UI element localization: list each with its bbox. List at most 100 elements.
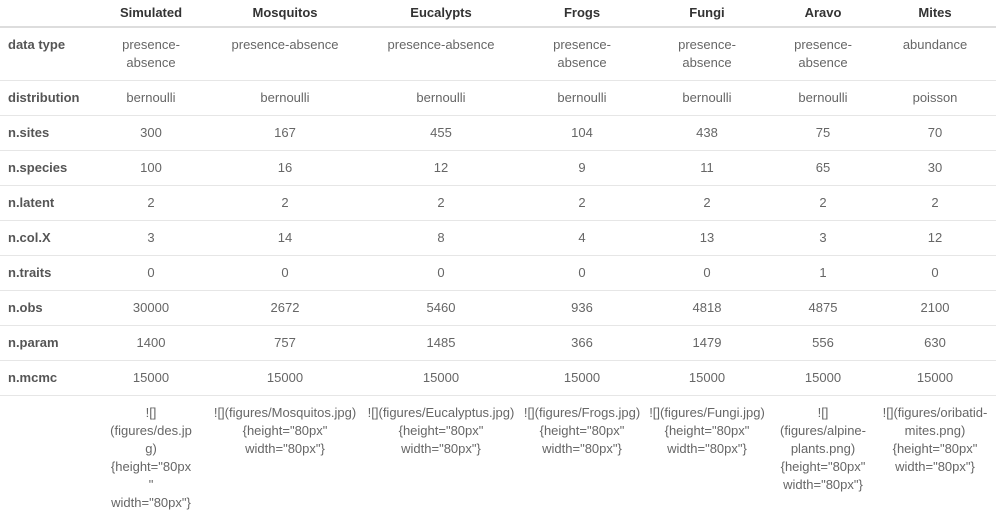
- figure-markdown-cell: ![](figures/Eucalyptus.jpg){height="80px…: [360, 396, 522, 520]
- row-label: n.param: [0, 326, 92, 361]
- table-cell: 4: [522, 221, 642, 256]
- figure-markdown-cell: ![](figures/alpine-plants.png){height="8…: [772, 396, 874, 520]
- table-row: n.species 100 16 12 9 11 65 30: [0, 151, 996, 186]
- table-cell: 104: [522, 116, 642, 151]
- table-cell: bernoulli: [642, 81, 772, 116]
- table-cell: 0: [522, 256, 642, 291]
- table-cell: 75: [772, 116, 874, 151]
- table-cell: 0: [92, 256, 210, 291]
- table-cell: poisson: [874, 81, 996, 116]
- table-cell: 11: [642, 151, 772, 186]
- table-cell: 300: [92, 116, 210, 151]
- table-cell: presence-absence: [522, 27, 642, 81]
- table-cell: 15000: [360, 361, 522, 396]
- header-mites: Mites: [874, 0, 996, 27]
- table-row: n.sites 300 167 455 104 438 75 70: [0, 116, 996, 151]
- table-cell: 14: [210, 221, 360, 256]
- table-cell: 15000: [642, 361, 772, 396]
- figure-markdown-cell: ![](figures/Mosquitos.jpg){height="80px"…: [210, 396, 360, 520]
- table-cell: 2: [874, 186, 996, 221]
- table-cell: 630: [874, 326, 996, 361]
- row-label: [0, 396, 92, 520]
- table-cell: 13: [642, 221, 772, 256]
- figure-markdown-cell: ![](figures/des.jpg){height="80px" width…: [92, 396, 210, 520]
- row-label: n.traits: [0, 256, 92, 291]
- table-cell: 0: [642, 256, 772, 291]
- table-cell: 4818: [642, 291, 772, 326]
- table-cell: 12: [360, 151, 522, 186]
- table-row: n.latent 2 2 2 2 2 2 2: [0, 186, 996, 221]
- table-row: n.col.X 3 14 8 4 13 3 12: [0, 221, 996, 256]
- table-row: n.mcmc 15000 15000 15000 15000 15000 150…: [0, 361, 996, 396]
- header-row: Simulated Mosquitos Eucalypts Frogs Fung…: [0, 0, 996, 27]
- table-cell: 2: [360, 186, 522, 221]
- table-cell: bernoulli: [522, 81, 642, 116]
- table-cell: 8: [360, 221, 522, 256]
- table-cell: bernoulli: [360, 81, 522, 116]
- table-cell: 1: [772, 256, 874, 291]
- table-cell: 0: [874, 256, 996, 291]
- table-cell: 3: [92, 221, 210, 256]
- table-row: data type presence-absence presence-abse…: [0, 27, 996, 81]
- table-cell: 556: [772, 326, 874, 361]
- table-cell: 70: [874, 116, 996, 151]
- table-cell: 2: [522, 186, 642, 221]
- table-cell: 757: [210, 326, 360, 361]
- table-cell: bernoulli: [92, 81, 210, 116]
- table-cell: 936: [522, 291, 642, 326]
- table-row: n.param 1400 757 1485 366 1479 556 630: [0, 326, 996, 361]
- header-fungi: Fungi: [642, 0, 772, 27]
- row-label: data type: [0, 27, 92, 81]
- header-aravo: Aravo: [772, 0, 874, 27]
- table-cell: 1400: [92, 326, 210, 361]
- row-label: n.species: [0, 151, 92, 186]
- table-row: n.obs 30000 2672 5460 936 4818 4875 2100: [0, 291, 996, 326]
- table-cell: 1485: [360, 326, 522, 361]
- table-cell: 1479: [642, 326, 772, 361]
- table-cell: 30000: [92, 291, 210, 326]
- table-cell: 2: [92, 186, 210, 221]
- table-cell: presence-absence: [772, 27, 874, 81]
- table-cell: 30: [874, 151, 996, 186]
- table-cell: 5460: [360, 291, 522, 326]
- table-cell: 15000: [874, 361, 996, 396]
- table-cell: 16: [210, 151, 360, 186]
- table-cell: 2: [772, 186, 874, 221]
- header-corner: [0, 0, 92, 27]
- header-mosquitos: Mosquitos: [210, 0, 360, 27]
- table-cell: 167: [210, 116, 360, 151]
- row-label: n.sites: [0, 116, 92, 151]
- table-cell: 366: [522, 326, 642, 361]
- table-cell: 438: [642, 116, 772, 151]
- table-cell: 2100: [874, 291, 996, 326]
- table-cell: 65: [772, 151, 874, 186]
- header-simulated: Simulated: [92, 0, 210, 27]
- table-cell: 0: [360, 256, 522, 291]
- table-cell: 3: [772, 221, 874, 256]
- table-cell: 2: [210, 186, 360, 221]
- table-cell: 0: [210, 256, 360, 291]
- table-cell: presence-absence: [642, 27, 772, 81]
- table-cell: presence-absence: [360, 27, 522, 81]
- table-cell: 4875: [772, 291, 874, 326]
- table-cell: bernoulli: [210, 81, 360, 116]
- table-cell: 12: [874, 221, 996, 256]
- header-frogs: Frogs: [522, 0, 642, 27]
- row-label: n.col.X: [0, 221, 92, 256]
- table-row: n.traits 0 0 0 0 0 1 0: [0, 256, 996, 291]
- table-cell: 15000: [522, 361, 642, 396]
- table-cell: abundance: [874, 27, 996, 81]
- figure-markdown-cell: ![](figures/Frogs.jpg){height="80px" wid…: [522, 396, 642, 520]
- row-label: n.mcmc: [0, 361, 92, 396]
- table-cell: 15000: [210, 361, 360, 396]
- table-cell: 2672: [210, 291, 360, 326]
- table-cell: presence-absence: [92, 27, 210, 81]
- figure-row: ![](figures/des.jpg){height="80px" width…: [0, 396, 996, 520]
- table-cell: 9: [522, 151, 642, 186]
- figure-markdown-cell: ![](figures/oribatid-mites.png){height="…: [874, 396, 996, 520]
- figure-markdown-cell: ![](figures/Fungi.jpg){height="80px" wid…: [642, 396, 772, 520]
- table-row: distribution bernoulli bernoulli bernoul…: [0, 81, 996, 116]
- table-cell: 100: [92, 151, 210, 186]
- table-cell: 15000: [772, 361, 874, 396]
